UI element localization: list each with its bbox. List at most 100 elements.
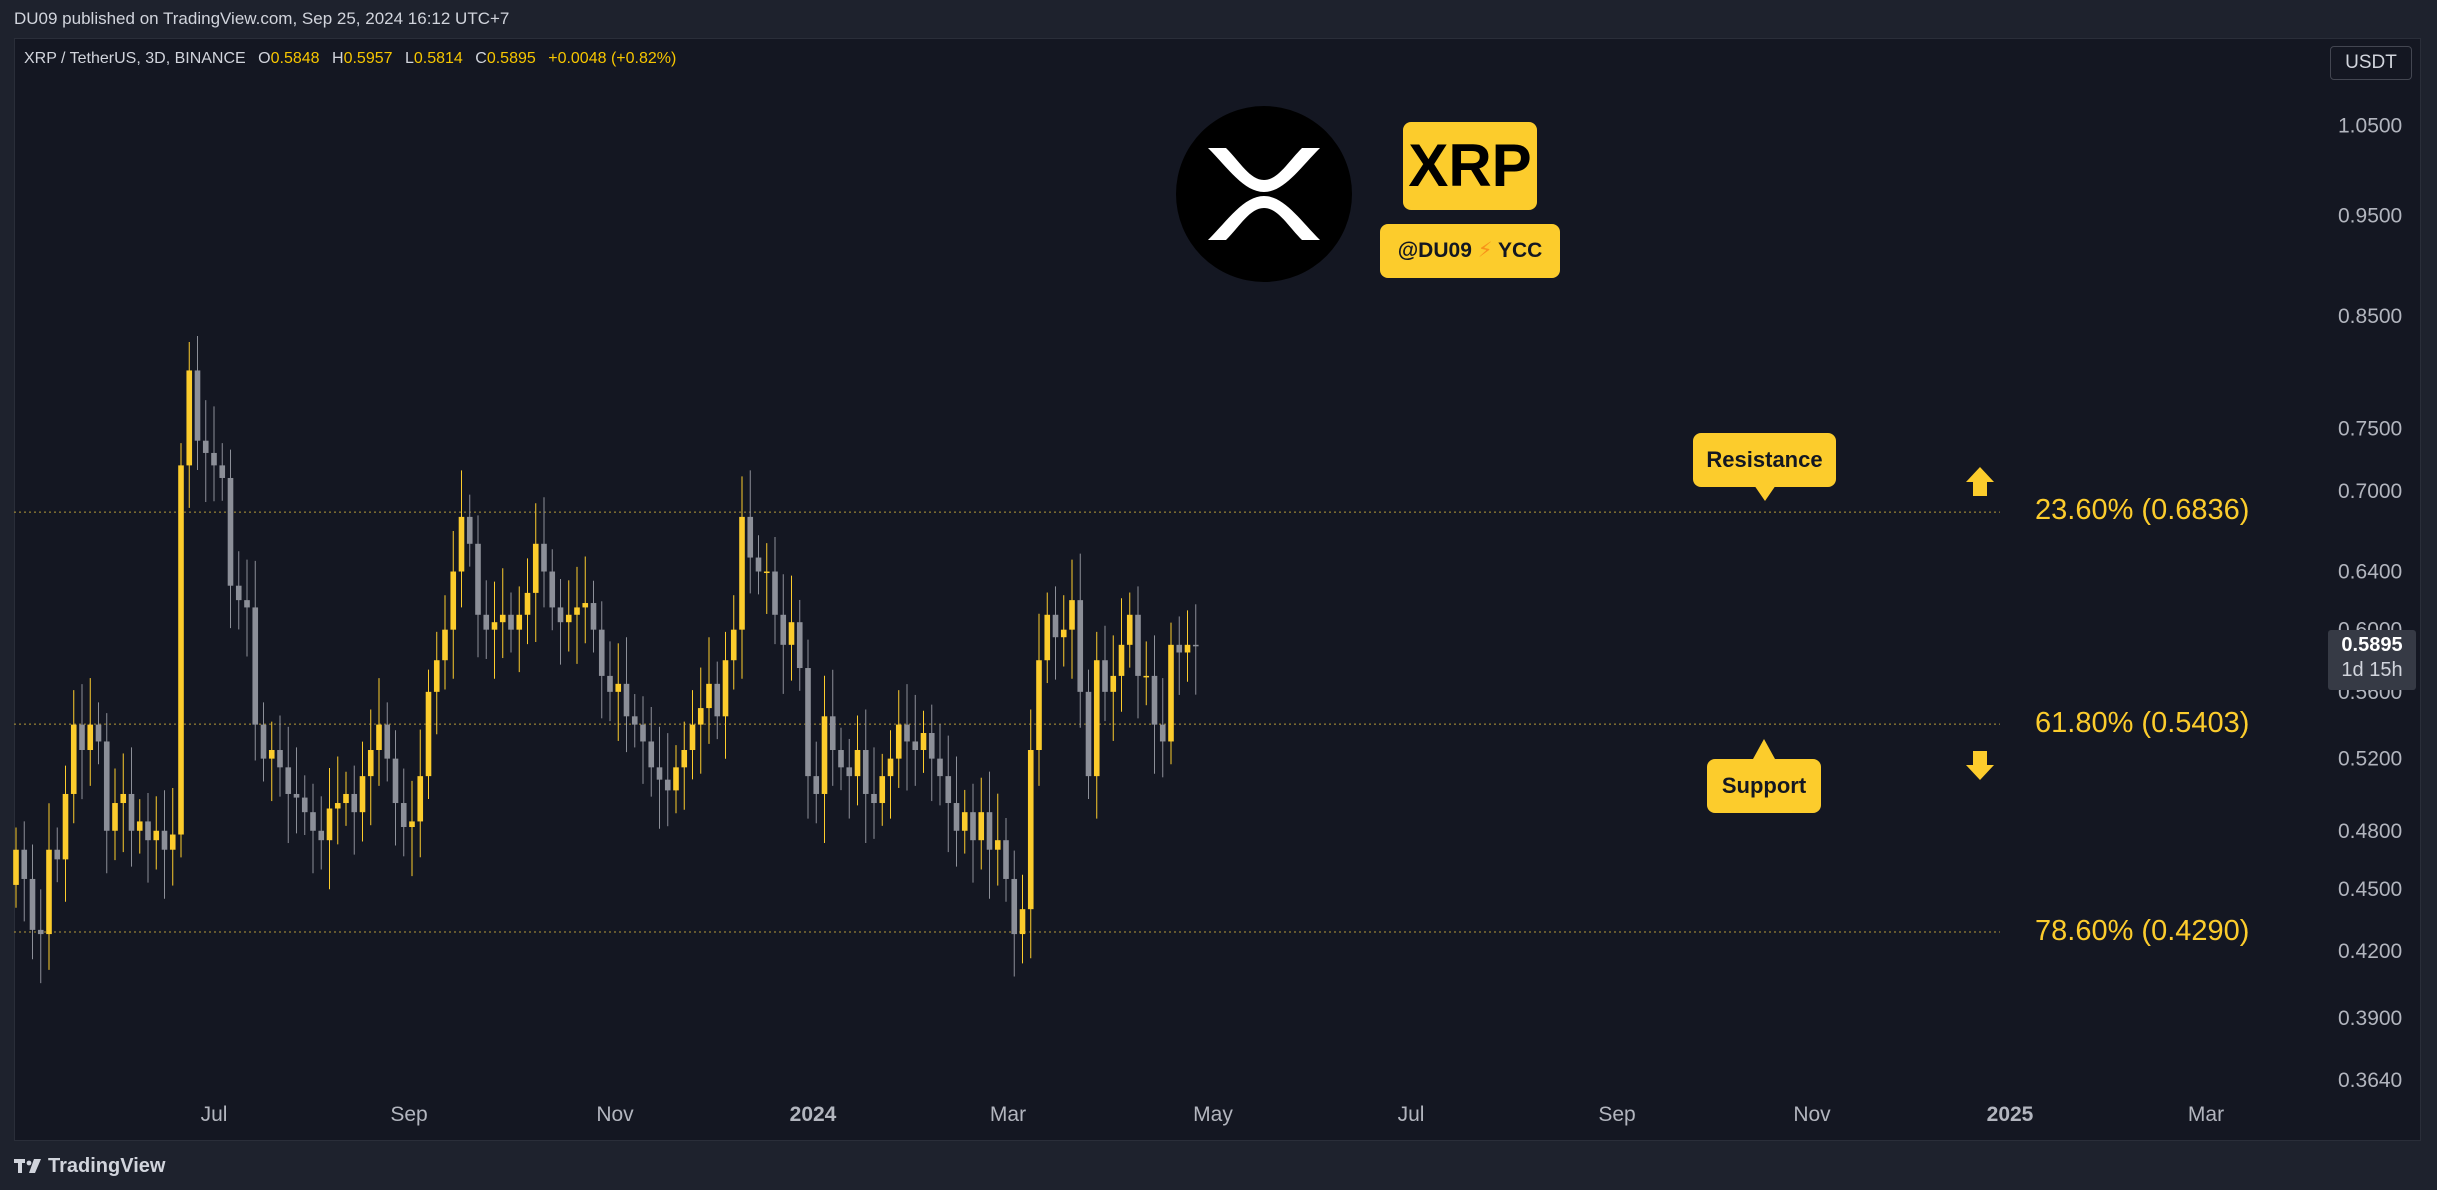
candle [640, 696, 646, 784]
candle-body [351, 793, 358, 813]
candle [1093, 631, 1100, 819]
candle-body [400, 803, 407, 828]
candle-body [161, 830, 168, 850]
candle-body [46, 849, 52, 935]
candle-body [780, 614, 787, 645]
candle [1176, 616, 1183, 695]
candle-body [244, 600, 250, 608]
candle-body [1102, 660, 1108, 692]
candle-body [516, 614, 523, 630]
candle-body [854, 750, 861, 777]
candle [128, 747, 135, 867]
candle [557, 579, 564, 665]
candle [590, 580, 597, 653]
candle-body [879, 776, 886, 804]
candle [70, 690, 77, 824]
candle-body [887, 758, 894, 777]
candle-body [730, 629, 737, 661]
resistance-callout: Resistance [1693, 433, 1836, 501]
candle-body [293, 793, 300, 798]
candle [1085, 669, 1092, 799]
candle [821, 675, 828, 844]
candle [1102, 625, 1108, 722]
candle-body [178, 465, 184, 835]
candle [920, 710, 927, 773]
candle [1192, 604, 1199, 695]
candle-body [796, 622, 803, 669]
candle-body [483, 614, 490, 630]
candle-body [1019, 909, 1026, 935]
xrp-logo-icon [1176, 106, 1352, 282]
candle [268, 721, 275, 802]
candle [475, 515, 481, 658]
candle [359, 741, 366, 842]
x-tick-label: 2025 [1987, 1103, 2034, 1126]
candle [508, 592, 514, 653]
candle [516, 586, 523, 673]
candle-body [838, 750, 844, 768]
candle [202, 400, 209, 503]
candle-body [755, 557, 762, 572]
candle [978, 777, 985, 870]
currency-button[interactable]: USDT [2330, 46, 2412, 80]
candle-body [318, 830, 325, 841]
candle-body [384, 724, 391, 759]
candle-body [549, 571, 556, 608]
candle [483, 580, 490, 659]
candle [29, 844, 36, 960]
y-tick-label: 0.5200 [2338, 748, 2402, 771]
open-value: 0.5848 [270, 50, 320, 67]
candle-body [689, 724, 696, 751]
candle-body [1126, 614, 1133, 645]
candle-body [120, 793, 127, 804]
candle-body [763, 571, 770, 574]
candle-body [268, 750, 275, 759]
candle-body [937, 758, 943, 777]
candle-body [508, 614, 514, 630]
candle [376, 678, 382, 786]
candle [730, 595, 737, 690]
high-value: 0.5957 [343, 50, 393, 67]
candle [211, 406, 217, 502]
candle-body [565, 614, 572, 623]
tradingview-logo-icon [14, 1158, 41, 1173]
candle-body [862, 750, 869, 794]
candle [499, 568, 506, 659]
candle-body [1044, 614, 1051, 661]
candle [1135, 586, 1141, 719]
candle-body [681, 750, 688, 768]
y-tick-label: 0.4500 [2338, 878, 2402, 901]
candle-body [54, 849, 61, 860]
candle-body [821, 716, 828, 794]
candle-body [227, 477, 234, 586]
candle-body [673, 767, 679, 791]
candle-body [904, 724, 910, 742]
candle-body [631, 716, 638, 725]
y-tick-label: 0.4800 [2338, 820, 2402, 843]
candle [945, 735, 952, 853]
candle-body [706, 683, 712, 709]
candle-body [128, 793, 135, 831]
candle-body [697, 708, 704, 725]
candle [13, 827, 19, 908]
support-label: Support [1721, 773, 1807, 798]
candle-body [590, 603, 597, 630]
candle [384, 702, 391, 782]
candle [178, 443, 184, 858]
candle-body [169, 834, 176, 850]
candle [796, 599, 803, 691]
candle-body [417, 776, 424, 822]
fib-lines [14, 511, 2000, 933]
candle-body [475, 543, 481, 615]
price-axis: 1.05000.95000.85000.75000.70000.64000.60… [2338, 114, 2402, 1092]
tradingview-brand[interactable]: TradingView [14, 1155, 165, 1178]
candle-body [1052, 614, 1059, 638]
candle [953, 756, 960, 867]
symbol-name: XRP / TetherUS, 3D, BINANCE [24, 50, 246, 67]
candle [805, 639, 811, 819]
candle [532, 503, 539, 642]
candle-body [29, 878, 36, 930]
candle [458, 470, 465, 608]
candle [326, 767, 333, 890]
